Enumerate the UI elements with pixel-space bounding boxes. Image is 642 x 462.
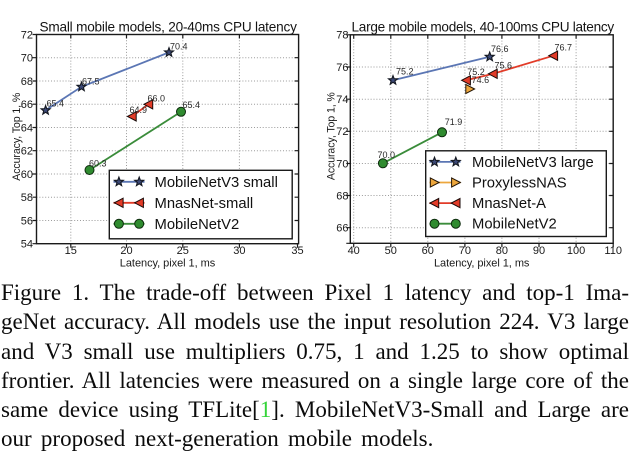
svg-text:62: 62: [21, 146, 33, 158]
svg-text:50: 50: [385, 245, 397, 257]
svg-text:80: 80: [496, 245, 508, 257]
svg-text:60.3: 60.3: [89, 159, 107, 169]
svg-text:110: 110: [604, 245, 622, 257]
svg-text:70: 70: [336, 158, 348, 170]
svg-text:40: 40: [348, 245, 360, 257]
svg-text:75.2: 75.2: [396, 66, 414, 76]
svg-text:25: 25: [177, 245, 189, 257]
svg-text:56: 56: [21, 215, 33, 227]
svg-text:Latency, pixel 1, ms: Latency, pixel 1, ms: [120, 257, 216, 269]
svg-text:64: 64: [21, 122, 33, 134]
svg-text:68: 68: [336, 190, 348, 202]
svg-text:76.7: 76.7: [555, 43, 573, 53]
svg-text:15: 15: [65, 245, 77, 257]
svg-text:60: 60: [422, 245, 434, 257]
svg-text:70: 70: [21, 53, 33, 65]
svg-text:Large mobile models, 40-100ms: Large mobile models, 40-100ms CPU latenc…: [352, 20, 615, 35]
svg-text:65.4: 65.4: [47, 99, 65, 109]
svg-text:ProxylessNAS: ProxylessNAS: [472, 176, 567, 192]
svg-text:66: 66: [336, 223, 348, 235]
svg-text:70: 70: [459, 245, 471, 257]
svg-text:78: 78: [336, 30, 348, 42]
svg-text:100: 100: [567, 245, 585, 257]
svg-text:MobileNetV3 large: MobileNetV3 large: [472, 155, 594, 171]
svg-text:58: 58: [21, 192, 33, 204]
svg-text:MobileNetV3 small: MobileNetV3 small: [155, 175, 278, 191]
svg-text:70.4: 70.4: [170, 42, 188, 52]
svg-text:MnasNet-small: MnasNet-small: [155, 196, 254, 212]
svg-text:Small mobile models, 20-40ms C: Small mobile models, 20-40ms CPU latency: [40, 20, 298, 35]
svg-text:MobileNetV2: MobileNetV2: [155, 217, 240, 233]
svg-text:74.6: 74.6: [472, 75, 490, 85]
svg-text:64.9: 64.9: [130, 105, 148, 115]
svg-text:71.9: 71.9: [445, 117, 463, 127]
svg-text:90: 90: [533, 245, 545, 257]
svg-text:MnasNet-A: MnasNet-A: [472, 196, 546, 212]
svg-text:75.6: 75.6: [495, 60, 513, 70]
svg-text:74: 74: [336, 94, 348, 106]
svg-text:72: 72: [21, 29, 33, 41]
svg-text:Accuracy, Top 1, %: Accuracy, Top 1, %: [326, 92, 338, 181]
svg-text:70.0: 70.0: [378, 150, 396, 160]
svg-text:30: 30: [233, 245, 245, 257]
svg-text:72: 72: [336, 126, 348, 138]
svg-text:68: 68: [21, 76, 33, 88]
svg-text:60: 60: [21, 169, 33, 181]
svg-text:67.5: 67.5: [82, 77, 100, 87]
svg-text:20: 20: [120, 245, 132, 257]
svg-text:Accuracy, Top 1, %: Accuracy, Top 1, %: [11, 92, 23, 181]
svg-text:75.2: 75.2: [467, 67, 485, 77]
svg-text:76.6: 76.6: [491, 44, 509, 54]
svg-text:76: 76: [336, 62, 348, 74]
svg-text:MobileNetV2: MobileNetV2: [472, 217, 557, 233]
svg-text:35: 35: [291, 245, 303, 257]
svg-text:65.4: 65.4: [183, 100, 201, 110]
svg-text:Latency, pixel 1, ms: Latency, pixel 1, ms: [434, 257, 530, 269]
svg-text:66: 66: [21, 99, 33, 111]
svg-text:54: 54: [21, 239, 33, 251]
svg-text:66.0: 66.0: [148, 94, 166, 104]
